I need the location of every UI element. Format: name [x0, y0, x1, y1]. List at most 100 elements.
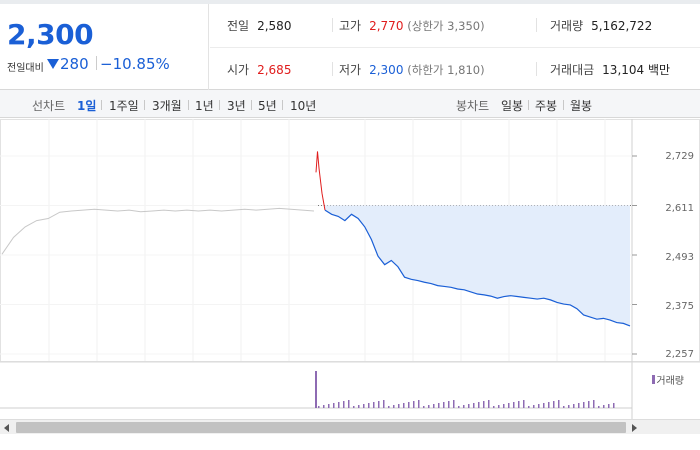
divider — [332, 62, 333, 76]
volume-bar — [358, 405, 360, 408]
volume-bar — [423, 406, 425, 408]
volume-bar — [528, 406, 530, 408]
volume-bar — [508, 403, 510, 408]
open-cell: 시가 2,685 — [227, 61, 291, 78]
prev-day-price-line — [1, 207, 315, 255]
tab-1day[interactable]: 1일 — [77, 99, 97, 113]
tab-10years[interactable]: 10년 — [290, 99, 317, 113]
volume-value: 5,162,722 — [591, 19, 653, 33]
price-chart: 2,729 2,611 2,493 2,375 2,257 거래량 — [0, 119, 700, 419]
volume-bar — [388, 406, 390, 408]
volume-legend: 거래량 — [656, 376, 684, 387]
volume-bar — [468, 404, 470, 408]
volume-bar — [548, 402, 550, 408]
price-block: 2,300 전일대비 280 −10.85% — [0, 4, 209, 90]
tab-divider — [528, 100, 529, 110]
tab-divider — [101, 100, 102, 110]
volume-bar — [573, 404, 575, 408]
volume-bar — [443, 402, 445, 408]
y-tick-label: 2,375 — [665, 301, 694, 312]
tab-5years[interactable]: 5년 — [258, 99, 277, 113]
tab-1year[interactable]: 1년 — [195, 99, 214, 113]
volume-bar — [613, 403, 615, 408]
volume-bar — [318, 406, 320, 408]
y-tick-label: 2,729 — [665, 151, 694, 162]
prev-compare-label: 전일대비 — [7, 63, 44, 74]
volume-bar — [363, 404, 365, 408]
low-cell: 저가 2,300 (하한가 1,810) — [339, 61, 485, 78]
volume-bar — [583, 402, 585, 408]
volume-bar — [498, 405, 500, 408]
volume-bar — [328, 404, 330, 408]
volume-bar — [523, 400, 525, 408]
volume-label: 거래량 — [550, 19, 584, 33]
volume-bar — [513, 402, 515, 408]
volume-bar — [568, 405, 570, 408]
volume-bar — [518, 401, 520, 408]
volume-bar — [373, 402, 375, 408]
low-value: 2,300 — [369, 63, 404, 77]
volume-bar — [493, 406, 495, 408]
volume-bar — [603, 405, 605, 408]
volume-bar — [483, 401, 485, 408]
volume-bar — [593, 400, 595, 408]
tab-divider — [251, 100, 252, 110]
volume-bar — [473, 403, 475, 408]
volume-bar — [428, 405, 430, 408]
current-price: 2,300 — [7, 18, 94, 51]
volume-bar — [553, 401, 555, 408]
high-value: 2,770 — [369, 19, 404, 33]
scroll-left-arrow-icon[interactable] — [4, 424, 9, 432]
volume-bar — [478, 402, 480, 408]
lower-limit-text: (하한가 1,810) — [407, 63, 485, 77]
divider — [332, 18, 333, 32]
tab-divider — [563, 100, 564, 110]
prev-close-label: 전일 — [227, 19, 250, 33]
line-chart-label: 선차트 — [32, 99, 66, 113]
volume-bar — [598, 406, 600, 408]
volume-bar — [393, 405, 395, 408]
scroll-thumb[interactable] — [16, 422, 626, 433]
divider — [536, 18, 537, 32]
volume-bar — [315, 371, 317, 408]
tab-weekly-candle[interactable]: 주봉 — [535, 99, 558, 113]
tab-divider — [144, 100, 145, 110]
prev-close-value: 2,580 — [257, 19, 292, 33]
chart-canvas — [0, 119, 700, 419]
volume-bar — [543, 403, 545, 408]
tab-monthly-candle[interactable]: 월봉 — [570, 99, 593, 113]
volume-legend-swatch — [652, 375, 655, 384]
volume-bar — [333, 403, 335, 408]
volume-bar — [398, 404, 400, 408]
volume-bar — [413, 401, 415, 408]
prev-close-cell: 전일 2,580 — [227, 17, 291, 34]
row-divider — [210, 47, 700, 48]
volume-bar — [588, 401, 590, 408]
y-tick-label: 2,611 — [665, 203, 694, 214]
volume-bar — [453, 400, 455, 408]
tab-1week[interactable]: 1주일 — [109, 99, 139, 113]
open-label: 시가 — [227, 63, 250, 77]
volume-bar — [353, 406, 355, 408]
scroll-right-arrow-icon[interactable] — [632, 424, 637, 432]
volume-bar — [378, 401, 380, 408]
volume-bar — [418, 400, 420, 408]
tab-daily-candle[interactable]: 일봉 — [501, 99, 524, 113]
chart-scrollbar[interactable] — [0, 419, 700, 434]
change-percent: −10.85% — [100, 55, 170, 73]
tab-divider — [188, 100, 189, 110]
upper-limit-text: (상한가 3,350) — [407, 19, 485, 33]
volume-bar — [338, 402, 340, 408]
low-label: 저가 — [339, 63, 362, 77]
volume-bar — [458, 406, 460, 408]
change-value: 280 — [60, 55, 89, 73]
volume-bar — [563, 406, 565, 408]
tab-3years[interactable]: 3년 — [227, 99, 246, 113]
tab-3months[interactable]: 3개월 — [152, 99, 182, 113]
volume-bar — [533, 405, 535, 408]
volume-bar — [438, 403, 440, 408]
volume-bar — [448, 401, 450, 408]
candle-chart-label: 봉차트 — [456, 99, 490, 113]
open-value: 2,685 — [257, 63, 292, 77]
y-tick-label: 2,257 — [665, 349, 694, 360]
